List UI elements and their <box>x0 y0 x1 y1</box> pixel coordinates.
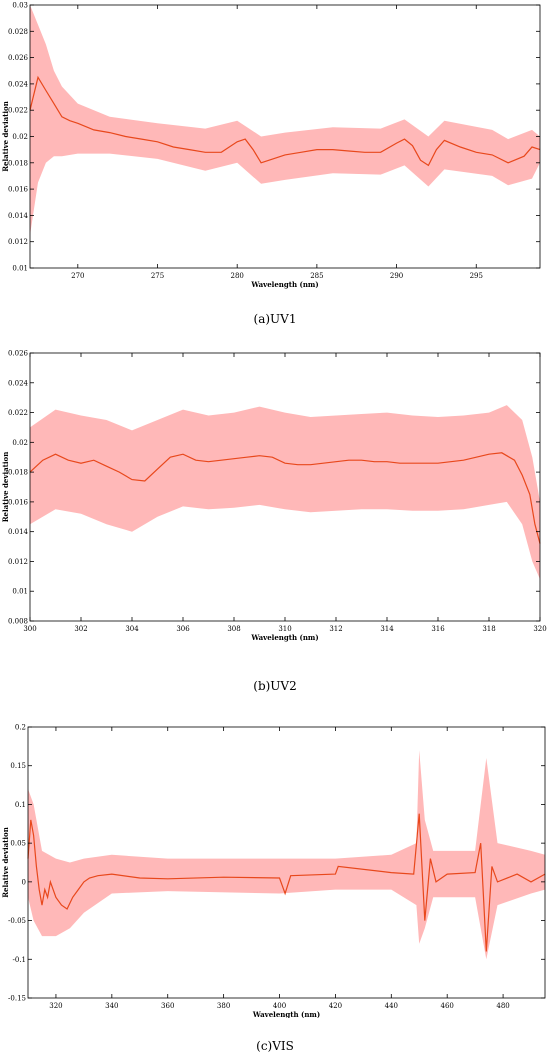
x-tick-label: 320 <box>533 625 546 633</box>
x-tick-label: 380 <box>217 1002 230 1010</box>
y-tick-label: 0.024 <box>8 80 29 88</box>
x-tick-label: 306 <box>176 625 190 633</box>
x-tick-label: 300 <box>23 625 36 633</box>
x-tick-label: 280 <box>231 272 244 280</box>
y-tick-label: 0.05 <box>10 840 26 848</box>
vis-chart: 320 340 360 380 400 420 440 460 480 -0.15 -0.1 -0.0… <box>1 724 546 1018</box>
x-tick-label: 314 <box>380 625 394 633</box>
x-tick-label: 275 <box>151 272 164 280</box>
x-tick-label: 320 <box>49 1002 62 1010</box>
x-tick-label: 295 <box>470 272 483 280</box>
x-tick-label: 340 <box>105 1002 118 1010</box>
y-tick-label: 0.15 <box>10 762 26 770</box>
x-axis-label: Wavelength (nm) <box>250 633 318 642</box>
x-tick-label: 316 <box>431 625 445 633</box>
y-tick-label: -0.15 <box>8 995 26 1003</box>
x-tick-label: 312 <box>329 625 342 633</box>
uv1-panel: 270 275 280 285 290 295 0.01 0.012 0.014 0.016 0.0… <box>0 0 550 340</box>
y-tick-label: 0.02 <box>12 439 28 447</box>
x-tick-label: 308 <box>227 625 240 633</box>
y-tick-label: 0.02 <box>12 133 28 141</box>
vis-panel: 320 340 360 380 400 420 440 460 480 -0.15 -0.1 -0.0… <box>0 718 550 1060</box>
y-tick-label: 0.03 <box>12 2 28 10</box>
deviation-band <box>28 750 545 960</box>
x-tick-label: 440 <box>385 1002 398 1010</box>
y-tick-label: 0.008 <box>8 618 28 626</box>
x-tick-label: 285 <box>310 272 323 280</box>
x-axis-label: Wavelength (nm) <box>252 1010 320 1018</box>
y-tick-label: 0.018 <box>8 159 28 167</box>
y-tick-label: -0.1 <box>13 956 27 964</box>
y-tick-label: 0.012 <box>8 558 28 566</box>
mean-deviation-line <box>29 452 541 544</box>
y-tick-label: 0.028 <box>8 28 28 36</box>
x-tick-label: 270 <box>71 272 84 280</box>
y-tick-label: 0.022 <box>8 409 28 417</box>
mean-deviation-line <box>29 75 541 167</box>
x-axis-label: Wavelength (nm) <box>250 280 318 289</box>
mean-deviation-line <box>27 813 546 952</box>
y-tick-label: 0.01 <box>12 265 28 273</box>
x-tick-label: 302 <box>74 625 87 633</box>
y-tick-label: 0.014 <box>8 212 29 220</box>
uv2-caption: (b)UV2 <box>253 679 297 693</box>
y-axis-label: Relative deviation <box>1 101 10 172</box>
y-axis-label: Relative deviation <box>1 452 10 523</box>
uv1-chart: 270 275 280 285 290 295 0.01 0.012 0.014 0.016 0.0… <box>1 2 541 289</box>
uv2-panel: 300 302 304 306 308 310 312 314 316 318 320 0.008 0.… <box>0 343 550 700</box>
x-tick-label: 304 <box>125 625 139 633</box>
x-tick-label: 318 <box>482 625 495 633</box>
y-tick-label: 0 <box>22 878 26 886</box>
y-tick-label: 0.012 <box>8 238 28 246</box>
y-tick-label: -0.05 <box>8 917 26 925</box>
x-tick-label: 400 <box>273 1002 286 1010</box>
y-tick-label: 0.01 <box>12 588 28 596</box>
y-tick-label: 0.2 <box>15 724 26 732</box>
x-tick-label: 480 <box>496 1002 509 1010</box>
y-tick-label: 0.014 <box>8 528 29 536</box>
y-tick-label: 0.1 <box>15 801 26 809</box>
y-tick-label: 0.026 <box>8 54 29 62</box>
axes-frame <box>27 726 546 999</box>
y-tick-label: 0.022 <box>8 107 28 115</box>
y-tick-label: 0.026 <box>8 350 29 358</box>
x-tick-label: 290 <box>390 272 403 280</box>
x-tick-label: 460 <box>441 1002 454 1010</box>
uv2-chart: 300 302 304 306 308 310 312 314 316 318 320 0.008 0.… <box>1 350 547 643</box>
x-tick-label: 420 <box>329 1002 342 1010</box>
y-tick-label: 0.016 <box>8 186 29 194</box>
y-axis-label: Relative deviation <box>1 827 10 898</box>
y-tick-label: 0.016 <box>8 498 29 506</box>
x-tick-label: 310 <box>278 625 291 633</box>
y-tick-label: 0.018 <box>8 469 28 477</box>
x-tick-label: 360 <box>161 1002 174 1010</box>
y-tick-label: 0.024 <box>8 379 29 387</box>
vis-caption: (c)VIS <box>256 1039 294 1053</box>
uv1-caption: (a)UV1 <box>253 312 297 326</box>
deviation-band <box>30 405 540 580</box>
deviation-band <box>30 5 540 236</box>
